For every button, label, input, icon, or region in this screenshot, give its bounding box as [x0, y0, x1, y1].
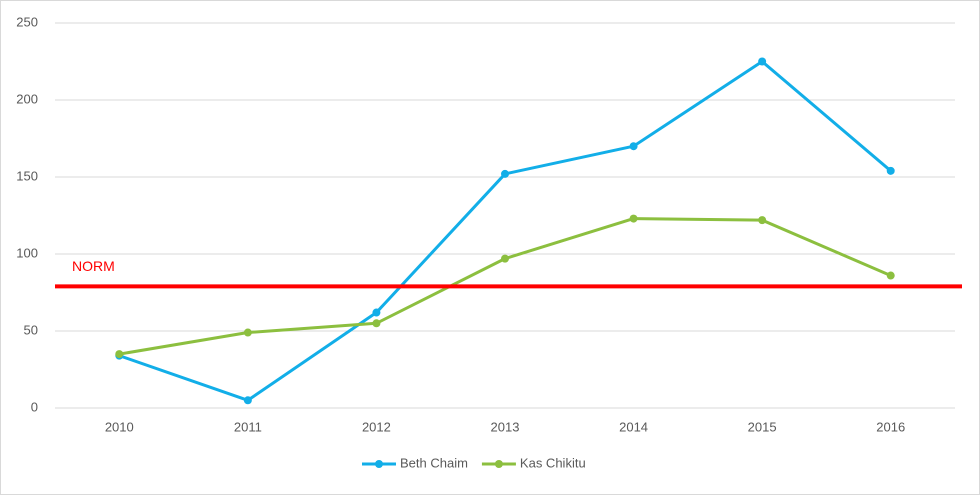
legend-label: Beth Chaim	[400, 455, 468, 470]
x-tick-label: 2012	[362, 419, 391, 434]
data-point	[501, 254, 509, 263]
data-point	[372, 319, 381, 328]
data-point	[243, 328, 252, 337]
data-point	[115, 350, 124, 359]
data-point	[758, 57, 767, 66]
x-tick-label: 2011	[234, 419, 262, 434]
data-point	[243, 396, 252, 405]
y-tick-label: 250	[16, 14, 38, 29]
y-tick-label: 150	[16, 168, 38, 183]
x-tick-label: 2016	[876, 419, 905, 434]
y-tick-label: 50	[24, 322, 38, 337]
legend-marker	[494, 460, 503, 468]
x-tick-label: 2014	[619, 419, 648, 434]
data-point	[629, 142, 638, 151]
legend-label: Kas Chikitu	[520, 455, 586, 470]
y-tick-label: 100	[16, 245, 38, 260]
y-tick-label: 0	[31, 399, 38, 414]
x-tick-label: 2010	[105, 419, 134, 434]
data-point	[886, 271, 895, 280]
y-tick-label: 200	[16, 91, 38, 106]
x-tick-label: 2013	[491, 419, 520, 434]
legend-marker	[375, 460, 383, 468]
data-point	[758, 216, 767, 225]
x-tick-label: 2015	[748, 419, 777, 434]
reference-label: NORM	[72, 258, 115, 274]
data-point	[372, 308, 381, 317]
data-point	[501, 169, 509, 178]
data-point	[629, 214, 638, 223]
data-point	[886, 166, 895, 175]
